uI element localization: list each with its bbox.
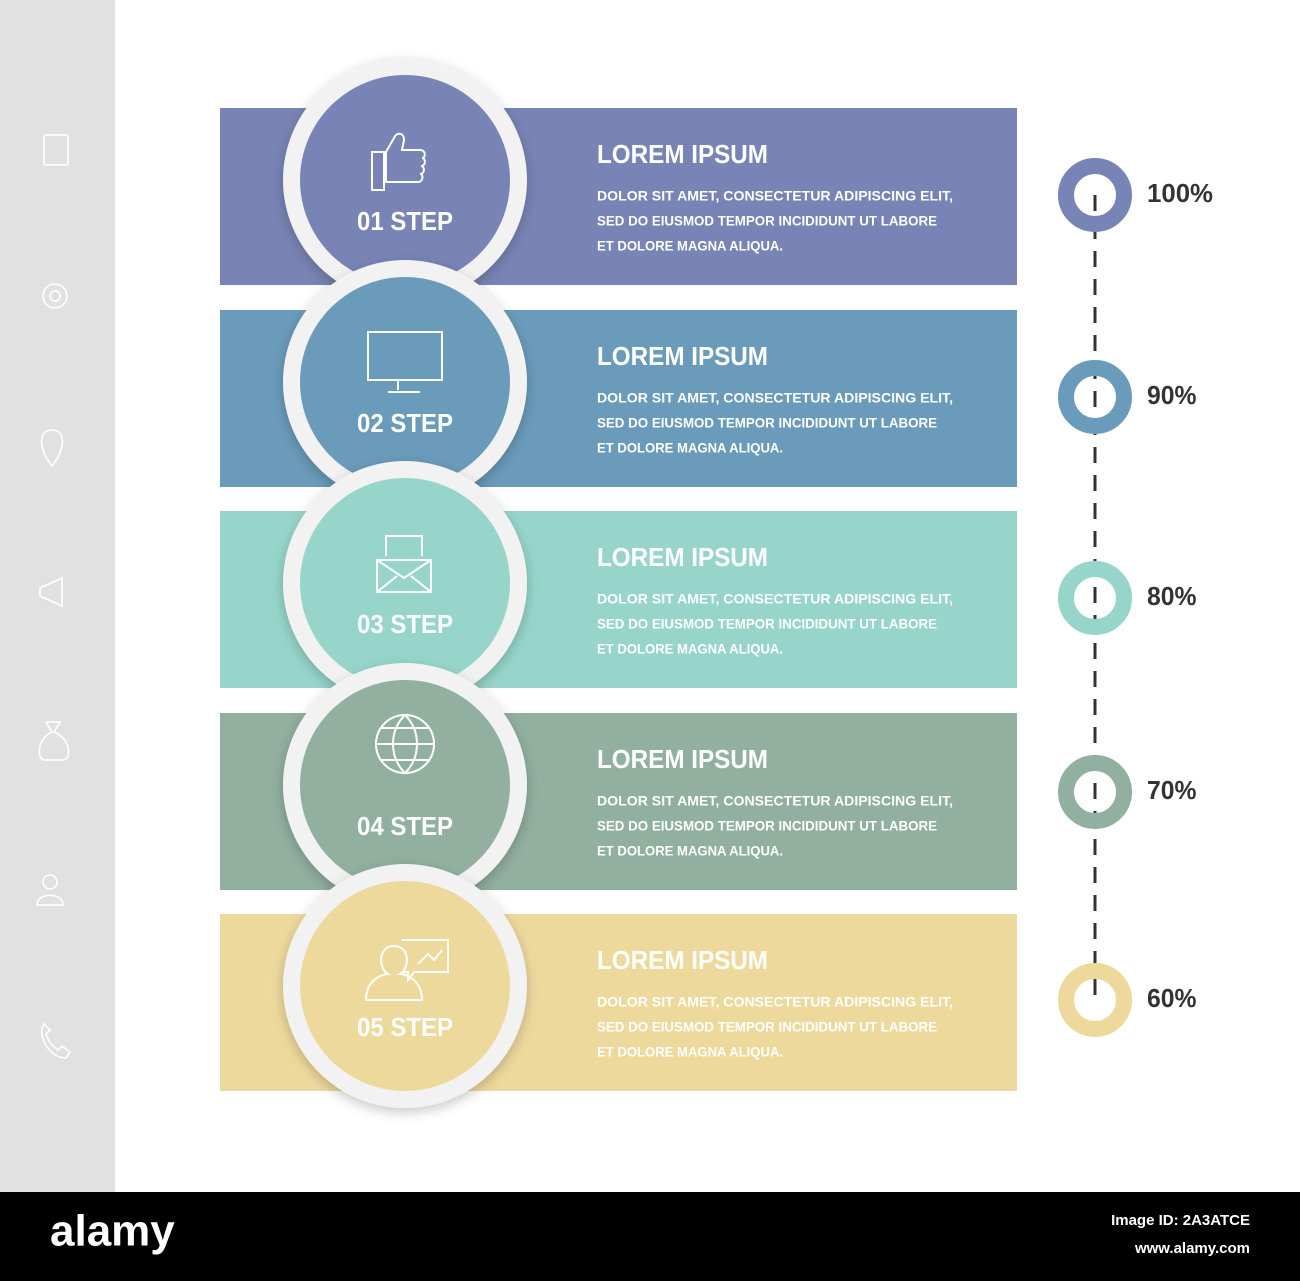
steps: 01 STEP LOREM IPSUM DOLOR SIT AMET, CONSEC… xyxy=(220,58,1213,1108)
step-text: DOLOR SIT AMET, CONSECTETUR ADIPISCING E… xyxy=(597,390,953,406)
percent-label: 70% xyxy=(1147,775,1197,805)
megaphone-icon xyxy=(39,576,63,608)
step-label: 04 STEP xyxy=(357,811,453,841)
step-circle xyxy=(300,478,510,688)
gear-icon xyxy=(42,283,68,309)
step-text: ET DOLORE MAGNA ALIQUA. xyxy=(597,843,783,859)
step-text: ET DOLORE MAGNA ALIQUA. xyxy=(597,440,783,456)
step-circle xyxy=(300,680,510,890)
step-icon xyxy=(371,132,426,191)
step-text: SED DO EIUSMOD TEMPOR INCIDIDUNT UT LABO… xyxy=(597,616,937,632)
step-text: DOLOR SIT AMET, CONSECTETUR ADIPISCING E… xyxy=(597,188,953,204)
step-text: DOLOR SIT AMET, CONSECTETUR ADIPISCING E… xyxy=(597,793,953,809)
percent-ring xyxy=(1058,963,1132,1037)
step-title: LOREM IPSUM xyxy=(597,744,768,774)
step-text: ET DOLORE MAGNA ALIQUA. xyxy=(597,238,783,254)
step-circle xyxy=(300,277,510,487)
step-text: DOLOR SIT AMET, CONSECTETUR ADIPISCING E… xyxy=(597,591,953,607)
gear-icon-center xyxy=(49,290,61,302)
step-text: SED DO EIUSMOD TEMPOR INCIDIDUNT UT LABO… xyxy=(597,818,937,834)
footer-url: www.alamy.com xyxy=(1134,1240,1250,1257)
step-circle xyxy=(300,75,510,285)
step-text: SED DO EIUSMOD TEMPOR INCIDIDUNT UT LABO… xyxy=(597,1019,937,1035)
step-icon xyxy=(367,331,443,393)
percent-ring xyxy=(1058,158,1132,232)
step-text: DOLOR SIT AMET, CONSECTETUR ADIPISCING E… xyxy=(597,994,953,1010)
sidebar xyxy=(0,0,115,1192)
step-label: 03 STEP xyxy=(357,609,453,639)
sidebar-icons xyxy=(36,134,72,1059)
footer-image-id: Image ID: 2A3ATCE xyxy=(1111,1212,1250,1229)
step-text: ET DOLORE MAGNA ALIQUA. xyxy=(597,641,783,657)
percent-ring xyxy=(1058,755,1132,829)
step-icon xyxy=(375,714,436,775)
footer-bar xyxy=(0,1192,1300,1281)
phone-icon xyxy=(41,1022,72,1059)
step-circle xyxy=(300,881,510,1091)
percent-label: 90% xyxy=(1147,380,1197,410)
percent-label: 80% xyxy=(1147,581,1197,611)
user-icon xyxy=(42,874,58,890)
percent-label: 100% xyxy=(1147,178,1213,208)
step-icon xyxy=(364,939,449,1001)
bag-icon xyxy=(38,721,70,761)
user-icon-body xyxy=(36,894,64,906)
step-text: SED DO EIUSMOD TEMPOR INCIDIDUNT UT LABO… xyxy=(597,213,937,229)
step-title: LOREM IPSUM xyxy=(597,945,768,975)
step-title: LOREM IPSUM xyxy=(597,542,768,572)
percent-ring xyxy=(1058,360,1132,434)
percent-ring xyxy=(1058,561,1132,635)
clipboard-icon xyxy=(43,134,69,166)
step-label: 02 STEP xyxy=(357,408,453,438)
percent-label: 60% xyxy=(1147,983,1197,1013)
step-label: 05 STEP xyxy=(357,1012,453,1042)
step-icon xyxy=(376,535,432,593)
step-title: LOREM IPSUM xyxy=(597,139,768,169)
step-text: ET DOLORE MAGNA ALIQUA. xyxy=(597,1044,783,1060)
step-label: 01 STEP xyxy=(357,206,453,236)
step-text: SED DO EIUSMOD TEMPOR INCIDIDUNT UT LABO… xyxy=(597,415,937,431)
footer-logo: alamy xyxy=(50,1207,175,1256)
pin-icon xyxy=(40,429,64,468)
step-title: LOREM IPSUM xyxy=(597,341,768,371)
